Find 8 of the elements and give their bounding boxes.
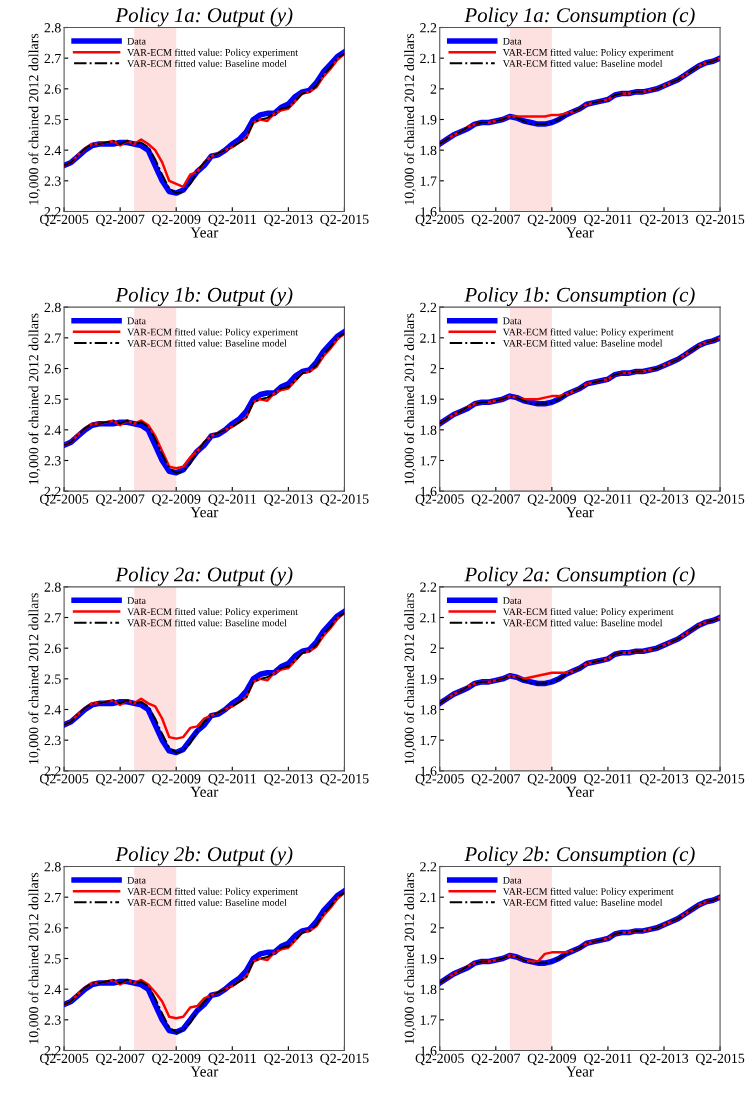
chart-title: Policy 1a: Output (y)	[115, 7, 293, 27]
chart-title: Policy 1b: Output (y)	[115, 287, 293, 307]
chart-title: Policy 2b: Consumption (c)	[464, 846, 695, 866]
chart-title: Policy 2a: Output (y)	[115, 566, 293, 586]
chart-title: Policy 1b: Consumption (c)	[464, 287, 695, 307]
chart-title: Policy 1a: Consumption (c)	[464, 7, 695, 27]
chart-title: Policy 2b: Output (y)	[115, 846, 293, 866]
chart-title: Policy 2a: Consumption (c)	[464, 566, 695, 586]
